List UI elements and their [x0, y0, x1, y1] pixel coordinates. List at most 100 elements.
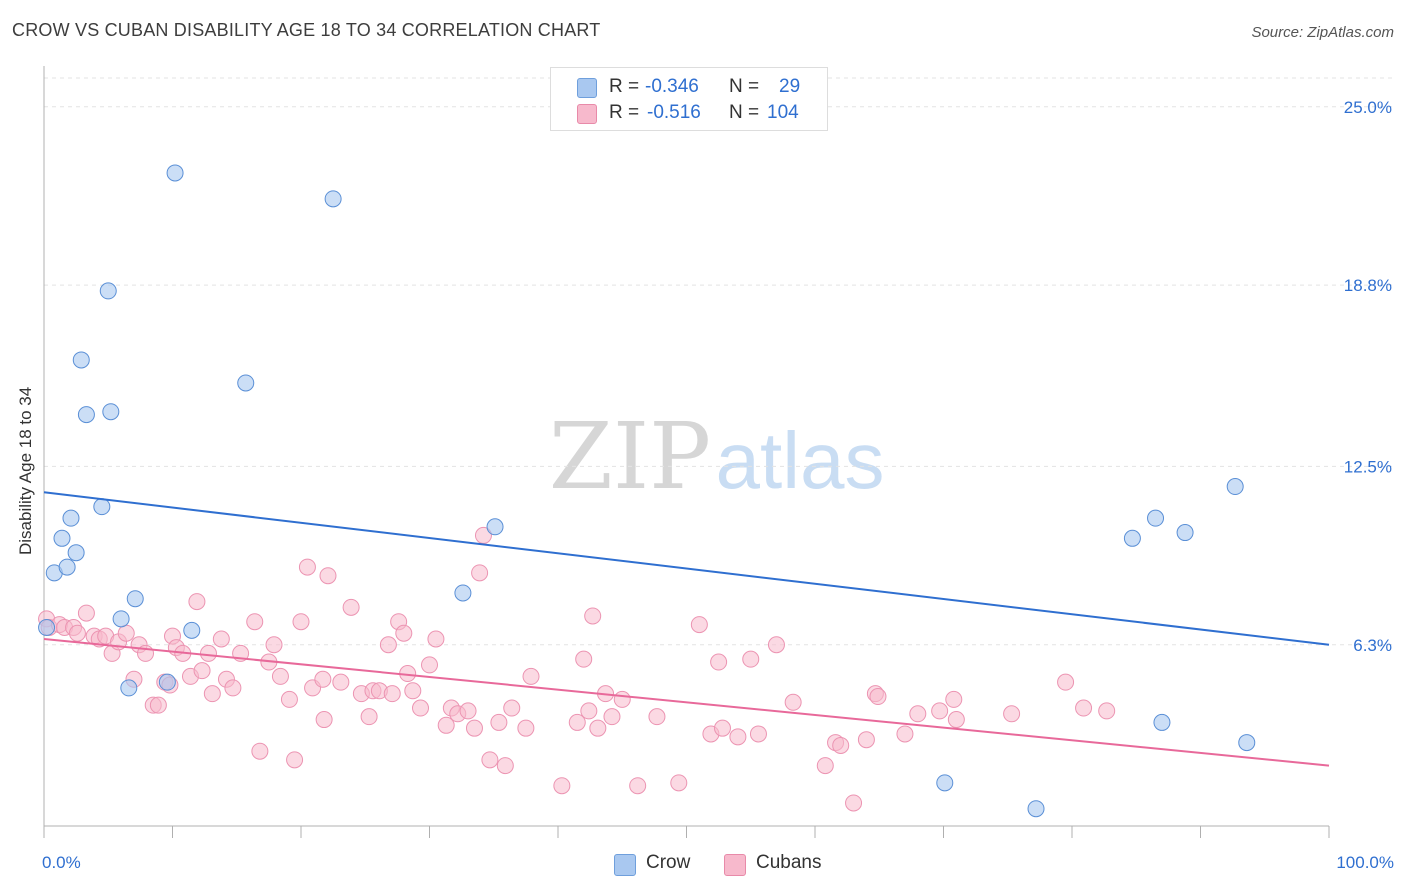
cubans-point [481, 751, 499, 769]
cubans-point [522, 667, 540, 685]
crow-point [1123, 529, 1141, 547]
crow-point [93, 498, 111, 516]
legend-n-label: N = [729, 102, 760, 123]
crow-point [158, 673, 176, 691]
cubans-point [193, 662, 211, 680]
y-tick-label: 6.3% [1353, 636, 1392, 655]
crow-point [1147, 509, 1165, 527]
cubans-point [224, 679, 242, 697]
cubans-point [690, 616, 708, 634]
cubans-point [280, 690, 298, 708]
cubans-trend-line [43, 638, 1330, 767]
cubans-point [857, 731, 875, 749]
cubans-point [845, 794, 863, 812]
cubans-point [568, 713, 586, 731]
crow-point [77, 406, 95, 424]
bottom-legend-swatch-cubans [724, 854, 746, 876]
cubans-point [1075, 699, 1093, 717]
bottom-legend-label-cubans: Cubans [756, 852, 822, 873]
crow-point [53, 529, 71, 547]
cubans-point [767, 636, 785, 654]
crow-point [1153, 713, 1171, 731]
crow-point [486, 518, 504, 536]
cubans-point [332, 673, 350, 691]
x-tick-label: 0.0% [42, 853, 81, 872]
crow-point [454, 584, 472, 602]
cubans-point [117, 624, 135, 642]
crow-point [112, 610, 130, 628]
bottom-legend-swatch-crow [614, 854, 636, 876]
crow-point [99, 282, 117, 300]
cubans-point [395, 624, 413, 642]
watermark-atlas: atlas [716, 416, 885, 505]
legend: R = -0.346 N = 29 R = -0.516 N = 104 [550, 67, 828, 131]
legend-r-value: -0.516 [647, 102, 701, 123]
cubans-point [584, 607, 602, 625]
crow-point [126, 590, 144, 608]
cubans-point [832, 736, 850, 754]
crow-point [1027, 800, 1045, 818]
cubans-point [931, 702, 949, 720]
y-tick-label: 12.5% [1344, 457, 1392, 476]
cubans-point [251, 742, 269, 760]
cubans-point [465, 719, 483, 737]
cubans-point [149, 696, 167, 714]
crow-point [1226, 478, 1244, 496]
cubans-point [315, 711, 333, 729]
cubans-point [909, 705, 927, 723]
cubans-point [437, 716, 455, 734]
bottom-legend-label-crow: Crow [646, 852, 691, 873]
cubans-point [246, 613, 264, 631]
crow-point [166, 164, 184, 182]
cubans-point [553, 777, 571, 795]
crow-point [62, 509, 80, 527]
cubans-point [68, 624, 86, 642]
cubans-point [404, 682, 422, 700]
cubans-point [713, 719, 731, 737]
cubans-point [496, 757, 514, 775]
crow-point [58, 558, 76, 576]
legend-r-label: R = [609, 76, 640, 97]
cubans-point [1098, 702, 1116, 720]
cubans-point [729, 728, 747, 746]
cubans-point [319, 567, 337, 585]
legend-n-value: 29 [779, 76, 801, 97]
legend-r-label: R = [609, 102, 640, 123]
cubans-point [298, 558, 316, 576]
crow-point [102, 403, 120, 421]
cubans-point [77, 604, 95, 622]
cubans-point [580, 702, 598, 720]
cubans-point [613, 690, 631, 708]
cubans-point [271, 667, 289, 685]
cubans-point [292, 613, 310, 631]
cubans-point [188, 593, 206, 611]
cubans-point [869, 688, 887, 706]
cubans-point [199, 644, 217, 662]
cubans-point [749, 725, 767, 743]
x-tick-label: 100.0% [1336, 853, 1394, 872]
cubans-point [490, 713, 508, 731]
cubans-point [945, 690, 963, 708]
legend-n-value: 104 [767, 102, 799, 123]
cubans-point [575, 650, 593, 668]
cubans-point [648, 708, 666, 726]
cubans-point [286, 751, 304, 769]
cubans-point [816, 757, 834, 775]
chart-title: CROW VS CUBAN DISABILITY AGE 18 TO 34 CO… [12, 20, 601, 40]
legend-swatch-cubans [577, 104, 597, 124]
cubans-point [314, 670, 332, 688]
cubans-point [342, 598, 360, 616]
cubans-point [1057, 673, 1075, 691]
cubans-point [947, 711, 965, 729]
cubans-point [517, 719, 535, 737]
crow-point [237, 374, 255, 392]
legend-r-value: -0.346 [645, 76, 699, 97]
cubans-point [421, 656, 438, 674]
watermark-zip: ZIP [549, 403, 711, 510]
crow-point [183, 621, 201, 639]
crow-point [38, 618, 56, 636]
cubans-point [784, 693, 802, 711]
y-tick-label: 18.8% [1344, 276, 1392, 295]
cubans-point [383, 685, 401, 703]
